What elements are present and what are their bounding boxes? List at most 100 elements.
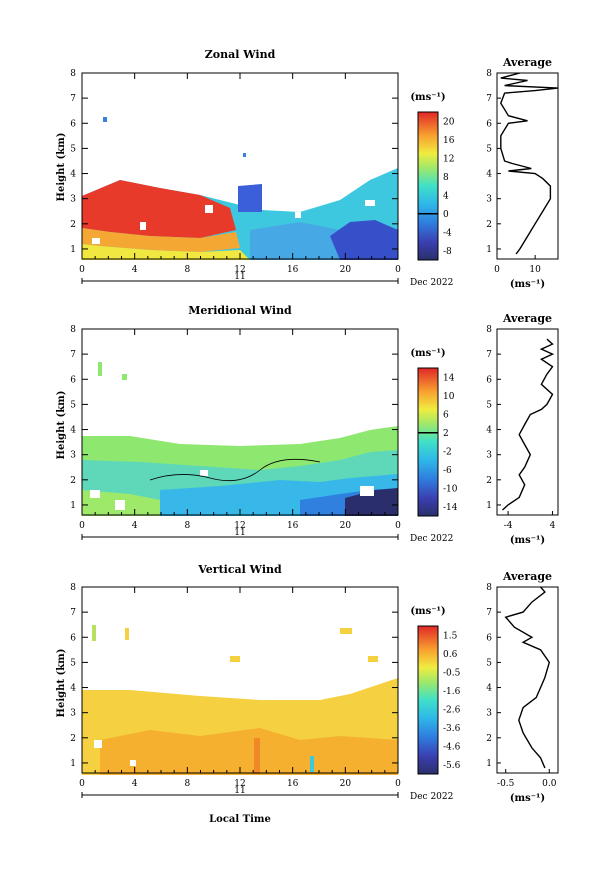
vertical-wind-colorbar: (ms⁻¹) 1.5 0.6 -0.5 -1.6 -2.6 -3.6 -4.6 -5.6	[410, 606, 461, 775]
profile-xlabel: (ms⁻¹)	[510, 279, 545, 290]
y-tick-label: 4	[70, 170, 76, 180]
colorbar-tick-label: -10	[443, 484, 458, 494]
profile-y-tick-label: 3	[486, 451, 492, 461]
profile-x-tick-label: -0.5	[497, 779, 515, 789]
zonal-wind-ylabel: Height (km)	[56, 133, 67, 202]
colorbar-units: (ms⁻¹)	[410, 606, 445, 617]
date-label: Dec 2022	[410, 278, 453, 288]
profile-y-tick-label: 5	[486, 658, 492, 668]
x-tick-label: 8	[184, 521, 190, 531]
vertical-wind-average-profile: Average 1 2 3 4 5 6 7 8 -0.5 0.0 (ms⁻¹)	[486, 570, 559, 804]
profile-y-tick-label: 8	[486, 583, 492, 593]
profile-y-tick-label: 2	[486, 476, 492, 486]
date-label: Dec 2022	[410, 534, 453, 544]
profile-y-tick-label: 2	[486, 220, 492, 230]
colorbar-tick-label: -1.6	[443, 687, 461, 697]
x-tick-label: 8	[184, 265, 190, 275]
colorbar-tick-label: 1.5	[443, 631, 458, 641]
y-tick-label: 2	[70, 734, 76, 744]
y-tick-label: 3	[70, 195, 76, 205]
meridional-wind-average-profile: Average 1 2 3 4 5 6 7 8 -4 4 (ms⁻¹)	[486, 312, 559, 546]
colorbar-scale	[417, 625, 439, 775]
colorbar-tick-label: 14	[443, 373, 455, 383]
profile-x-tick-label: 0	[494, 265, 500, 275]
y-tick-label: 4	[70, 426, 76, 436]
colorbar-scale	[417, 367, 439, 517]
zonal-wind-title: Zonal Wind	[205, 48, 276, 61]
colorbar-tick-label: -14	[443, 503, 458, 513]
profile-y-tick-label: 8	[486, 325, 492, 335]
profile-y-tick-label: 4	[486, 170, 492, 180]
x-tick-label: 0	[79, 521, 85, 531]
y-tick-label: 8	[70, 325, 76, 335]
meridional-wind-title: Meridional Wind	[188, 304, 292, 317]
colorbar-tick-label: 12	[443, 154, 454, 164]
profile-y-tick-label: 6	[486, 119, 492, 129]
average-profile-line	[502, 338, 555, 511]
y-tick-label: 3	[70, 451, 76, 461]
day-label: 11	[234, 786, 245, 796]
profile-x-tick-label: -4	[504, 521, 513, 531]
profile-x-tick-label: 4	[550, 521, 556, 531]
y-tick-label: 5	[70, 658, 76, 668]
profile-frame	[496, 586, 559, 774]
zonal-wind-average-profile: Average 1 2 3 4 5 6 7 8 0 10 (ms⁻¹)	[486, 56, 559, 290]
average-title: Average	[502, 570, 552, 583]
profile-y-tick-label: 7	[486, 350, 492, 360]
colorbar-tick-label: 0.6	[443, 650, 458, 660]
profile-y-tick-label: 6	[486, 633, 492, 643]
profile-y-tick-label: 5	[486, 400, 492, 410]
x-tick-label: 0	[79, 779, 85, 789]
y-tick-label: 2	[70, 220, 76, 230]
colorbar-tick-label: 10	[443, 392, 455, 402]
colorbar-tick-label: -0.5	[443, 668, 461, 678]
x-axis-label: Local Time	[209, 814, 271, 825]
y-tick-label: 2	[70, 476, 76, 486]
profile-y-tick-label: 4	[486, 426, 492, 436]
profile-y-tick-label: 1	[486, 245, 492, 255]
colorbar-tick-label: -5.6	[443, 761, 461, 771]
colorbar-tick-label: 6	[443, 410, 449, 420]
colorbar-tick-label: 2	[443, 429, 449, 439]
average-profile-line	[500, 72, 559, 255]
y-tick-label: 8	[70, 69, 76, 79]
profile-y-tick-label: 7	[486, 608, 492, 618]
colorbar-tick-label: -4.6	[443, 742, 461, 752]
profile-xlabel: (ms⁻¹)	[510, 535, 545, 546]
colorbar-tick-label: -6	[443, 466, 452, 476]
y-tick-label: 5	[70, 400, 76, 410]
colorbar-tick-label: -3.6	[443, 724, 461, 734]
profile-y-tick-label: 3	[486, 195, 492, 205]
profile-frame	[496, 72, 559, 260]
y-tick-label: 7	[70, 94, 76, 104]
x-tick-label: 16	[287, 779, 299, 789]
profile-x-tick-label: 0.0	[542, 779, 557, 789]
x-tick-label: 20	[340, 779, 352, 789]
profile-y-tick-label: 1	[486, 759, 492, 769]
profile-y-tick-label: 7	[486, 94, 492, 104]
y-tick-label: 7	[70, 350, 76, 360]
colorbar-tick-label: 4	[443, 191, 449, 201]
profile-y-tick-label: 6	[486, 375, 492, 385]
profile-y-tick-label: 5	[486, 144, 492, 154]
profile-y-tick-label: 4	[486, 684, 492, 694]
x-tick-label: 16	[287, 265, 299, 275]
x-tick-label: 20	[340, 521, 352, 531]
y-tick-label: 1	[70, 759, 76, 769]
profile-y-tick-label: 3	[486, 709, 492, 719]
meridional-wind-heatmap	[82, 362, 398, 516]
profile-y-tick-label: 1	[486, 501, 492, 511]
average-title: Average	[502, 312, 552, 325]
y-tick-label: 1	[70, 501, 76, 511]
y-tick-label: 6	[70, 375, 76, 385]
colorbar-tick-label: 20	[443, 117, 455, 127]
x-tick-label: 4	[132, 521, 138, 531]
vertical-wind-ylabel: Height (km)	[56, 649, 67, 718]
y-tick-label: 5	[70, 144, 76, 154]
